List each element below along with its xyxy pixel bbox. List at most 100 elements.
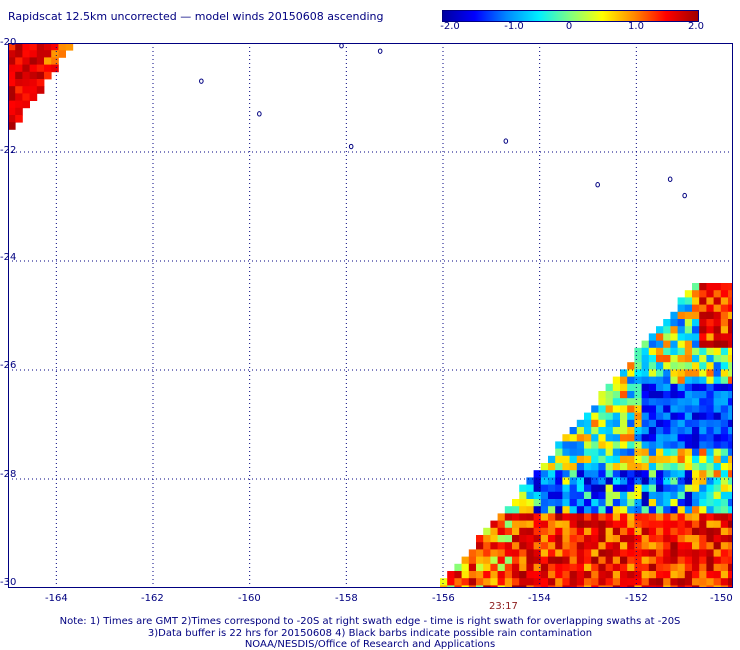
wind-cell xyxy=(29,43,38,51)
wind-cell xyxy=(483,563,491,572)
wind-cell xyxy=(598,549,606,557)
wind-cell xyxy=(706,290,714,298)
wind-cell xyxy=(483,535,491,543)
wind-cell xyxy=(728,491,733,500)
wind-cell xyxy=(684,405,693,413)
wind-cell xyxy=(720,340,729,349)
wind-cell xyxy=(684,556,693,565)
wind-cell xyxy=(490,535,498,543)
wind-cell xyxy=(728,319,733,327)
wind-cell xyxy=(591,441,599,449)
wind-cell xyxy=(15,107,23,116)
wind-cell xyxy=(562,499,570,507)
wind-cell xyxy=(605,542,614,550)
wind-cell xyxy=(684,448,693,457)
wind-cell xyxy=(576,484,585,493)
wind-cell xyxy=(684,578,693,586)
wind-cell xyxy=(677,549,686,557)
wind-cell xyxy=(663,434,671,442)
wind-cell xyxy=(612,549,621,557)
colorbar-tick-label: -2.0 xyxy=(440,21,460,32)
wind-cell xyxy=(555,571,563,579)
wind-cell xyxy=(540,484,549,493)
wind-cell xyxy=(634,369,642,377)
wind-cell xyxy=(728,535,733,543)
wind-cell xyxy=(720,283,729,291)
wind-cell xyxy=(634,434,642,442)
wind-cell xyxy=(692,398,700,406)
wind-cell xyxy=(562,556,570,565)
wind-cell xyxy=(519,499,527,507)
wind-cell xyxy=(641,527,650,536)
wind-cell xyxy=(720,463,729,471)
wind-cell xyxy=(684,441,693,449)
wind-cell xyxy=(720,535,729,543)
wind-cell xyxy=(22,79,30,87)
wind-cell xyxy=(648,549,657,557)
wind-cell xyxy=(562,585,570,588)
wind-cell xyxy=(620,549,628,557)
wind-cell xyxy=(656,326,664,334)
wind-cell xyxy=(540,499,549,507)
wind-cell xyxy=(627,477,635,485)
wind-cell xyxy=(634,520,642,529)
wind-cell xyxy=(576,434,585,442)
wind-cell xyxy=(454,585,462,588)
wind-cell xyxy=(540,578,549,586)
wind-cell xyxy=(692,283,700,291)
wind-cell xyxy=(677,376,686,385)
wind-cell xyxy=(670,319,678,327)
wind-cell xyxy=(641,369,650,377)
wind-cell xyxy=(699,333,707,341)
wind-cell xyxy=(634,585,642,588)
wind-cell xyxy=(29,57,38,65)
wind-cell xyxy=(627,535,635,543)
wind-cell xyxy=(497,535,506,543)
wind-cell xyxy=(576,527,585,536)
wind-cell xyxy=(584,527,592,536)
wind-cell xyxy=(591,542,599,550)
wind-cell xyxy=(699,448,707,457)
wind-cell xyxy=(555,578,563,586)
wind-cell xyxy=(670,571,678,579)
wind-cell xyxy=(555,491,563,500)
wind-cell xyxy=(663,513,671,521)
wind-cell xyxy=(720,347,729,356)
wind-cell xyxy=(598,506,606,514)
wind-cell xyxy=(576,571,585,579)
wind-cell xyxy=(684,513,693,521)
wind-cell xyxy=(692,556,700,565)
lon-label: -158 xyxy=(335,593,358,604)
wind-cell xyxy=(648,527,657,536)
wind-cell xyxy=(634,571,642,579)
wind-cell xyxy=(548,455,556,464)
lat-label: -28 xyxy=(0,469,17,480)
wind-cell xyxy=(519,578,527,586)
wind-cell xyxy=(684,326,693,334)
wind-cell xyxy=(15,86,23,94)
wind-cell xyxy=(720,491,729,500)
wind-cell xyxy=(670,398,678,406)
wind-cell xyxy=(728,304,733,313)
wind-cell xyxy=(713,434,722,442)
wind-cell xyxy=(713,563,722,572)
wind-cell xyxy=(684,355,693,363)
wind-cell xyxy=(706,297,714,305)
wind-cell xyxy=(576,419,585,428)
wind-cell xyxy=(692,383,700,392)
island-outline xyxy=(348,143,354,150)
wind-cell xyxy=(612,463,621,471)
wind-cell xyxy=(713,506,722,514)
wind-cell xyxy=(490,542,498,550)
wind-cell xyxy=(51,50,59,58)
wind-cell xyxy=(627,542,635,550)
wind-cell xyxy=(699,369,707,377)
wind-cell xyxy=(29,93,38,101)
wind-cell xyxy=(677,419,686,428)
wind-cell xyxy=(677,563,686,572)
wind-cell xyxy=(656,427,664,435)
wind-cell xyxy=(519,535,527,543)
wind-cell xyxy=(634,463,642,471)
wind-cell xyxy=(591,470,599,478)
wind-cell xyxy=(699,571,707,579)
